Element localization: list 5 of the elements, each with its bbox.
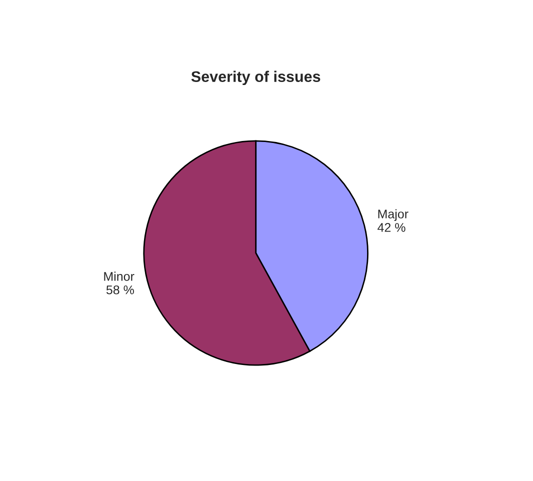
chart-title: Severity of issues (191, 70, 320, 86)
slice-label: Minor (104, 272, 134, 281)
data-label: 42 % (378, 223, 406, 232)
slice-label: Major (378, 209, 408, 221)
data-label: 58 % (106, 285, 134, 294)
